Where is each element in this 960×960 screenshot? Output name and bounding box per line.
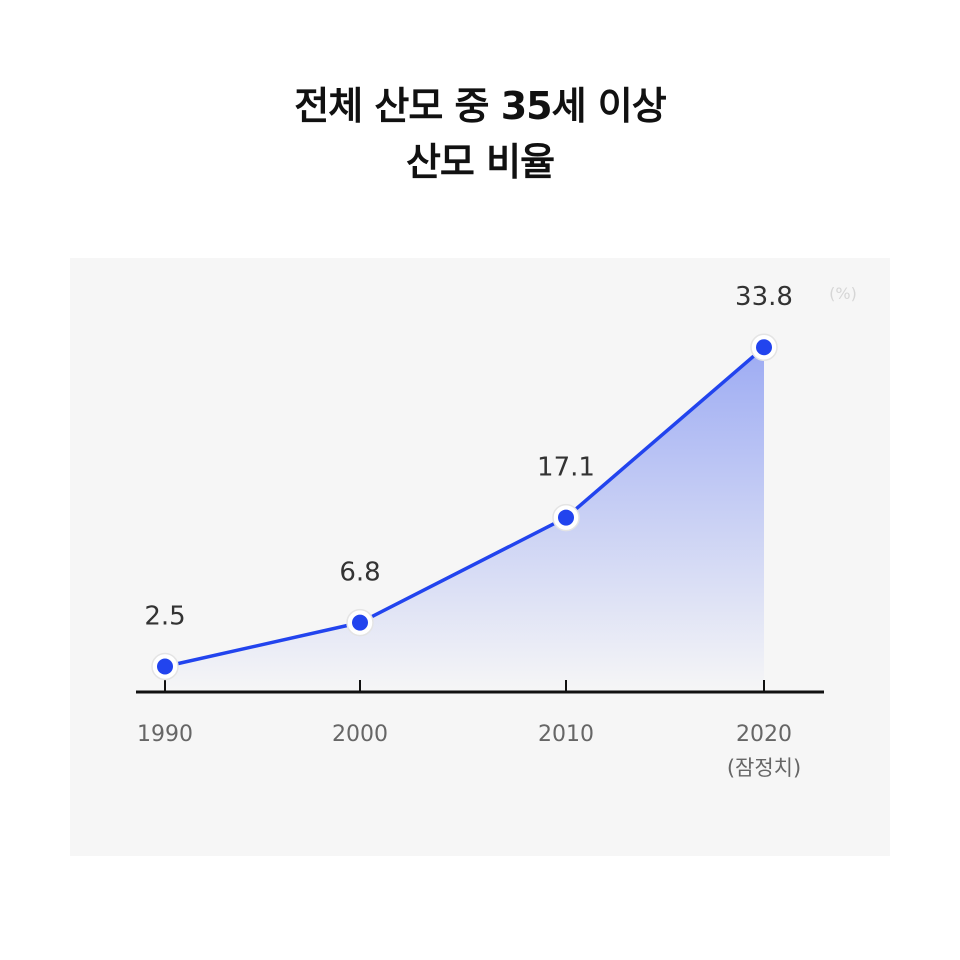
data-point-2010 [552,503,580,532]
data-point-2000 [346,608,374,637]
unit-label: (%) [829,284,857,303]
value-label-2020: 33.8 [735,282,793,312]
data-point-dot [756,339,772,356]
data-point-dot [558,509,574,526]
x-tick-sublabel-2020: (잠정치) [727,756,801,780]
chart-title-line-2: 산모 비율 [405,140,555,184]
x-tick-label-2010: 2010 [538,722,594,747]
x-tick-label-1990: 1990 [137,722,193,747]
data-point-dot [157,658,173,675]
data-point-1990 [151,652,179,681]
value-label-1990: 2.5 [144,602,185,632]
chart-title: 전체 산모 중 35세 이상 산모 비율 [0,78,960,190]
value-label-2000: 6.8 [339,558,380,588]
data-point-2020 [750,333,778,361]
series-line [164,345,766,669]
data-point-dot [352,614,368,631]
area-fill [165,347,764,692]
x-tick-label-2020: 2020 [736,722,792,747]
chart-title-line-1: 전체 산모 중 35세 이상 [294,84,666,128]
x-tick-label-2000: 2000 [332,722,388,747]
value-label-2010: 17.1 [537,453,595,483]
